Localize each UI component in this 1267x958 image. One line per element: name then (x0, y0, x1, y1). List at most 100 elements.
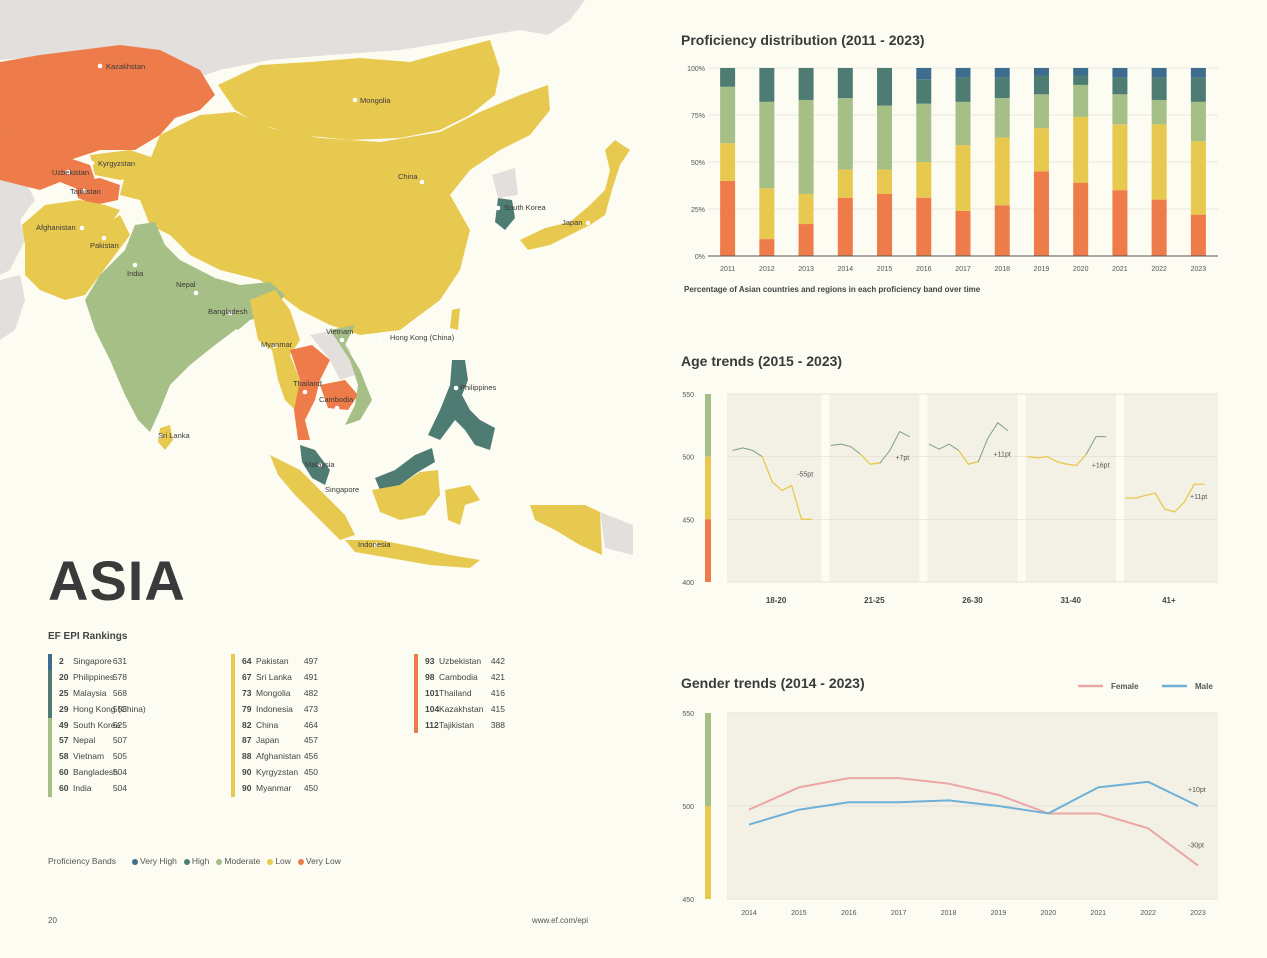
x-tick-label: 2016 (841, 910, 857, 917)
age-line-segment-21-25 (879, 449, 891, 464)
age-line-segment-21-25 (899, 431, 910, 438)
map-bangladesh (225, 302, 250, 330)
bar-moderate-2022 (1151, 99, 1167, 125)
band-legend-label: Very Low (305, 856, 341, 866)
ranking-row: 101 Thailand 416 (414, 685, 574, 702)
gender-line-male (748, 780, 1199, 826)
proficiency-bands-label: Proficiency Bands (48, 856, 117, 866)
x-tick-label: 2017 (891, 910, 907, 917)
ranking-row: 79 Indonesia 473 (231, 701, 391, 718)
bar-low-2013 (798, 193, 814, 225)
band-legend-label: Moderate (224, 856, 261, 866)
age-line-segment-31-40 (1046, 456, 1058, 463)
map-label-kyrgyzstan: Kyrgyzstan (98, 159, 135, 168)
ranking-score: 450 (303, 783, 318, 794)
x-tick-label: 2018 (941, 910, 957, 917)
band-strip (705, 806, 711, 899)
ranking-country: Mongolia (256, 687, 291, 698)
bar-low-2023 (1190, 141, 1206, 215)
bar-moderate-2016 (916, 103, 932, 162)
x-tick-label: 2015 (877, 266, 893, 273)
map-label-kazakhstan: Kazakhstan (106, 62, 145, 71)
ranking-band-bar (48, 717, 52, 734)
map-label-sri-lanka: Sri Lanka (158, 431, 191, 440)
ranking-country: Myanmar (256, 783, 292, 794)
ranking-country: Uzbekistan (439, 656, 482, 666)
bar-very-low-2023 (1190, 214, 1206, 256)
map-thailand (290, 345, 330, 440)
bar-low-2014 (837, 169, 853, 198)
ranking-band-bar (231, 669, 235, 686)
ranking-row: 58 Vietnam 505 (48, 749, 208, 766)
group-separator (1017, 394, 1026, 582)
bar-low-2019 (1033, 128, 1049, 172)
ranking-band-bar (48, 654, 52, 670)
bar-high-2019 (1033, 75, 1049, 95)
map-myanmar (250, 290, 300, 410)
age-line-segment-18-20 (761, 456, 773, 483)
map-afghanistan (22, 200, 120, 250)
ranking-band-bar (231, 685, 235, 702)
map-dot-malaysia (317, 462, 323, 468)
ranking-score: 505 (112, 751, 127, 762)
x-tick-label: 2018 (994, 266, 1010, 273)
ranking-rank: 58 (59, 751, 69, 762)
bar-high-2020 (1073, 75, 1089, 85)
map-dot-india (132, 262, 138, 268)
bar-moderate-2011 (720, 86, 736, 144)
map-land-iran (0, 275, 25, 340)
ranking-band-bar (48, 685, 52, 702)
ranking-score: 442 (490, 656, 505, 666)
band-strip (705, 456, 711, 520)
map-label-afghanistan: Afghanistan (36, 223, 76, 232)
bar-high-2023 (1190, 77, 1206, 102)
bar-very-low-2018 (994, 205, 1010, 256)
ranking-row: 2 Singapore 631 (48, 654, 208, 670)
y-tick-label: 450 (682, 517, 694, 524)
bar-moderate-2012 (759, 101, 775, 189)
ranking-rank: 73 (242, 687, 252, 698)
bar-low-2021 (1112, 124, 1128, 191)
x-tick-label: 2021 (1112, 266, 1128, 273)
ranking-country: Sri Lanka (256, 671, 292, 682)
map-indonesia-sumatra (270, 455, 355, 540)
band-strip (705, 519, 711, 582)
map-vietnam (330, 325, 372, 425)
band-strip (705, 713, 711, 806)
y-tick-label: 500 (682, 804, 694, 811)
bar-high-2016 (916, 79, 932, 104)
age-line-segment-18-20 (791, 484, 803, 520)
band-strip (705, 394, 711, 457)
age-line-segment-26-30 (987, 422, 999, 439)
map-dot-myanmar (272, 343, 278, 349)
rankings-column: 93 Uzbekistan 442 98 Cambodia 421 101 Thailand 4… (414, 654, 574, 734)
bar-high-2014 (837, 68, 853, 99)
bar-very-low-2021 (1112, 190, 1128, 256)
map-sri-lanka (158, 425, 173, 450)
age-line-segment-41 (1183, 483, 1195, 503)
ranking-band-bar (414, 669, 418, 686)
map-dot-cambodia (334, 405, 340, 411)
x-tick-label: 2021 (1090, 910, 1106, 917)
age-line-segment-41 (1164, 508, 1176, 513)
ranking-score: 450 (303, 767, 318, 778)
age-line-segment-41 (1154, 492, 1166, 510)
ranking-row: 29 Hong Kong (China) 558 (48, 701, 208, 718)
ranking-row: 112 Tajikistan 388 (414, 717, 574, 734)
ranking-row: 90 Kyrgyzstan 450 (231, 765, 391, 782)
map-dot-bangladesh (227, 310, 233, 316)
bar-very-low-2020 (1073, 182, 1089, 256)
map-dot-nepal (193, 290, 199, 296)
ranking-band-bar (231, 733, 235, 750)
x-tick-label: 2022 (1140, 910, 1156, 917)
ranking-rank: 57 (59, 735, 69, 746)
bar-high-2018 (994, 77, 1010, 99)
ranking-band-bar (231, 717, 235, 734)
ranking-band-bar (414, 685, 418, 702)
ranking-row: 104 Kazakhstan 415 (414, 701, 574, 718)
age-line-segment-31-40 (1066, 463, 1078, 467)
ranking-score: 388 (490, 719, 505, 730)
map-dot-singapore (325, 487, 331, 493)
bar-low-2020 (1073, 116, 1089, 183)
bar-very-low-2022 (1151, 199, 1167, 256)
